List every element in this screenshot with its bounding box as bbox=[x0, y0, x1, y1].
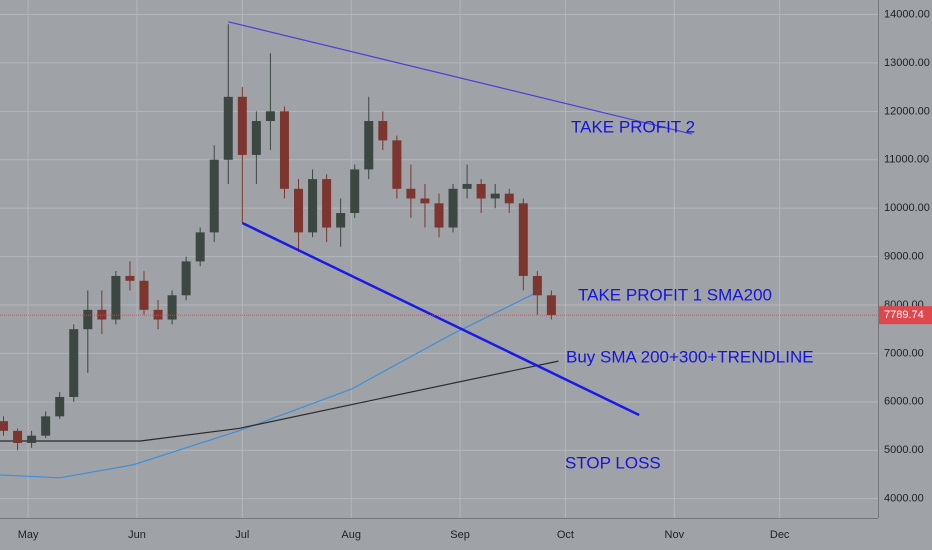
candle-body bbox=[294, 188, 304, 233]
candle-body bbox=[97, 309, 107, 320]
moving-average-line bbox=[0, 360, 559, 442]
candle-body bbox=[532, 275, 542, 296]
trendline bbox=[228, 21, 693, 135]
candle-body bbox=[195, 232, 205, 262]
x-tick-label: Jun bbox=[128, 529, 146, 541]
y-tick-label: 7000.00 bbox=[884, 347, 924, 359]
candle-body bbox=[448, 188, 458, 228]
candle-body bbox=[237, 96, 247, 155]
candle-body bbox=[55, 396, 65, 417]
y-tick-label: 11000.00 bbox=[884, 154, 929, 166]
candle-body bbox=[153, 309, 163, 320]
y-tick-label: 4000.00 bbox=[884, 493, 924, 505]
y-tick-label: 10000.00 bbox=[884, 202, 930, 214]
candle-body bbox=[223, 96, 233, 160]
y-tick-label: 6000.00 bbox=[884, 396, 924, 408]
candle-body bbox=[41, 416, 51, 436]
candle-body bbox=[336, 213, 346, 228]
candle-body bbox=[83, 309, 93, 330]
candle-body bbox=[420, 198, 430, 204]
candle-body bbox=[0, 421, 9, 431]
candle-body bbox=[462, 183, 472, 189]
x-tick-label: Oct bbox=[557, 529, 574, 541]
candle-body bbox=[504, 193, 514, 204]
annotation: TAKE PROFIT 1 SMA200 bbox=[578, 285, 772, 304]
annotation: Buy SMA 200+300+TRENDLINE bbox=[566, 347, 814, 366]
last-price-label: 7789.74 bbox=[884, 309, 924, 321]
candle-body bbox=[406, 188, 416, 199]
candle-body bbox=[434, 203, 444, 228]
candle-body bbox=[125, 275, 135, 281]
candle-body bbox=[350, 169, 360, 214]
candle-body bbox=[13, 430, 23, 443]
y-tick-label: 12000.00 bbox=[884, 105, 930, 117]
candle-body bbox=[308, 179, 318, 233]
candle-body bbox=[490, 193, 500, 199]
y-tick-label: 14000.00 bbox=[884, 8, 930, 20]
candle-body bbox=[322, 179, 332, 228]
x-tick-label: Jul bbox=[235, 529, 249, 541]
y-tick-label: 13000.00 bbox=[884, 57, 930, 69]
candle-body bbox=[364, 121, 374, 170]
candle-body bbox=[69, 329, 79, 397]
candle-body bbox=[139, 280, 149, 310]
annotation: STOP LOSS bbox=[565, 453, 661, 472]
x-tick-label: May bbox=[18, 529, 39, 541]
x-tick-label: Aug bbox=[341, 529, 361, 541]
candle-body bbox=[167, 295, 177, 320]
candle-body bbox=[476, 183, 486, 199]
candle-body bbox=[251, 121, 261, 155]
annotation: TAKE PROFIT 2 bbox=[571, 117, 695, 136]
candle-body bbox=[279, 111, 289, 189]
last-price-box bbox=[879, 306, 932, 325]
candle-body bbox=[378, 121, 388, 141]
candle-body bbox=[27, 435, 37, 443]
candle-body bbox=[518, 203, 528, 276]
trendline bbox=[241, 221, 640, 417]
y-tick-label: 5000.00 bbox=[884, 444, 924, 456]
x-tick-label: Nov bbox=[665, 529, 685, 541]
moving-average-line bbox=[0, 289, 542, 479]
candle-body bbox=[265, 111, 275, 122]
candle-body bbox=[181, 261, 191, 296]
candle-body bbox=[111, 275, 121, 320]
candle-body bbox=[209, 159, 219, 233]
y-tick-label: 9000.00 bbox=[884, 250, 924, 262]
candle-body bbox=[546, 295, 556, 316]
x-tick-label: Sep bbox=[450, 529, 470, 541]
x-tick-label: Dec bbox=[770, 529, 790, 541]
candle-body bbox=[392, 140, 402, 189]
